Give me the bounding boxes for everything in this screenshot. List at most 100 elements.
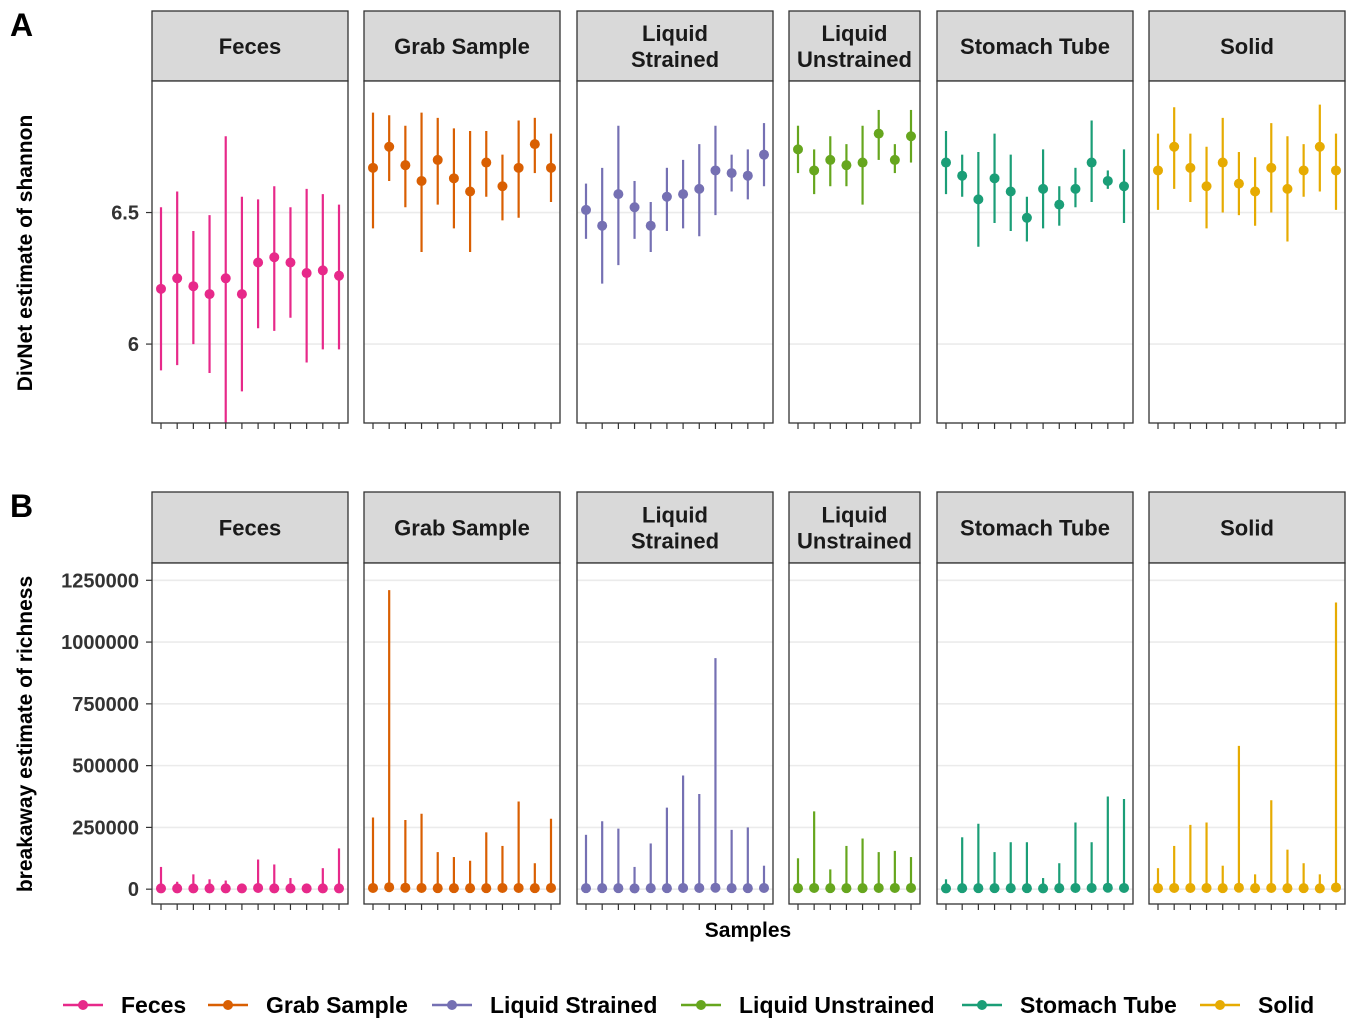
legend-key-point: [78, 1000, 88, 1010]
data-point: [1298, 165, 1309, 176]
facet-strip: [363, 10, 561, 82]
data-point: [416, 175, 427, 186]
data-point: [841, 160, 852, 171]
data-point: [759, 149, 769, 160]
data-point: [809, 882, 820, 893]
data-point: [629, 883, 640, 894]
facet-stomach-tube: Stomach Tube: [936, 10, 1134, 429]
data-point: [1233, 178, 1244, 189]
data-point: [513, 882, 524, 893]
facet-strip: [576, 10, 774, 82]
data-point: [1054, 883, 1065, 894]
data-point: [172, 273, 183, 284]
facet-strip-label: Feces: [219, 516, 281, 541]
facet-strip-label: Liquid: [822, 21, 888, 46]
legend-label: Liquid Unstrained: [739, 992, 935, 1018]
facet-plot-area: [937, 81, 1133, 423]
facet-border: [151, 80, 349, 424]
data-point: [1102, 175, 1113, 186]
data-point: [513, 162, 524, 173]
facet-border: [1148, 80, 1346, 424]
facet-strip-label: Liquid: [822, 503, 888, 528]
data-point: [906, 131, 916, 142]
data-point: [269, 252, 280, 263]
x-axis-title: Samples: [705, 919, 791, 942]
data-point: [253, 882, 264, 893]
data-point: [1298, 883, 1309, 894]
data-point: [694, 183, 705, 194]
facet-strip-label: Stomach Tube: [960, 516, 1110, 541]
data-point: [1282, 883, 1293, 894]
data-point: [1070, 183, 1081, 194]
data-point: [1201, 882, 1212, 893]
data-point: [481, 157, 492, 168]
data-point: [465, 883, 476, 894]
facet-plot-area: [789, 81, 920, 423]
data-point: [172, 883, 183, 894]
data-point: [581, 883, 591, 894]
data-point: [156, 283, 166, 294]
legend-label: Liquid Strained: [490, 992, 657, 1018]
data-point: [301, 268, 312, 279]
facet-grab-sample: Grab Sample: [363, 491, 561, 910]
facet-strip: [936, 491, 1134, 564]
data-point: [529, 883, 540, 894]
facet-plot-area: [789, 563, 920, 904]
facet-strip: [1148, 10, 1346, 82]
data-point: [857, 883, 868, 894]
data-point: [220, 883, 231, 894]
data-point: [678, 882, 689, 893]
data-point: [597, 883, 608, 894]
panel-tag-a: A: [10, 7, 33, 43]
data-point: [334, 270, 344, 281]
y-axis-title-a: DivNet estimate of shannon: [14, 115, 37, 392]
data-point: [645, 220, 656, 231]
data-point: [957, 170, 968, 181]
facet-plot-area: [364, 563, 560, 904]
data-point: [841, 883, 852, 894]
data-point: [581, 204, 591, 215]
data-point: [857, 157, 868, 168]
data-point: [416, 882, 427, 893]
legend-key-point: [977, 1000, 987, 1010]
data-point: [448, 883, 459, 894]
data-point: [906, 882, 916, 893]
data-point: [546, 882, 556, 893]
data-point: [368, 162, 378, 173]
facet-strip-label: Liquid: [642, 503, 708, 528]
facet-border: [363, 562, 561, 905]
data-point: [873, 882, 884, 893]
y-tick-label: 0: [128, 879, 139, 901]
legend: Feces Grab Sample Liquid Strained Liquid Un…: [63, 992, 1314, 1018]
data-point: [825, 154, 836, 165]
facet-border: [788, 562, 921, 905]
facet-strip-label: Strained: [631, 47, 719, 72]
facet-strip-label: Unstrained: [797, 529, 912, 554]
data-point: [1005, 186, 1016, 197]
y-tick-label: 6: [128, 334, 139, 356]
data-point: [1250, 186, 1261, 197]
facet-border: [363, 80, 561, 424]
data-point: [889, 154, 900, 165]
facet-plot-area: [152, 81, 348, 423]
data-point: [1021, 212, 1032, 223]
facet-strip-label: Solid: [1220, 34, 1274, 59]
facet-feces: Feces: [151, 10, 349, 429]
legend-label: Solid: [1258, 992, 1314, 1018]
data-point: [1331, 882, 1341, 893]
data-point: [759, 882, 769, 893]
data-point: [1185, 882, 1196, 893]
facet-strip-label: Stomach Tube: [960, 34, 1110, 59]
data-point: [1217, 157, 1228, 168]
facet-solid: Solid: [1148, 10, 1346, 429]
data-point: [1038, 183, 1049, 194]
data-point: [400, 882, 411, 893]
data-point: [1038, 883, 1049, 894]
data-point: [613, 883, 624, 894]
legend-key-point: [1215, 1000, 1225, 1010]
facet-border: [936, 562, 1134, 905]
legend-key-point: [696, 1000, 706, 1010]
